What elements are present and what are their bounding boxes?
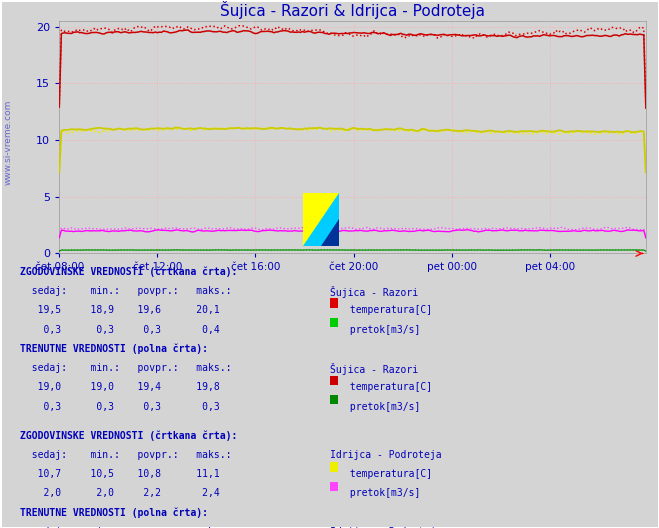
Text: Idrijca - Podroteja: Idrijca - Podroteja [330, 450, 441, 460]
Text: 2,0      2,0     2,2       2,4: 2,0 2,0 2,2 2,4 [20, 488, 219, 498]
Text: 0,3      0,3     0,3       0,4: 0,3 0,3 0,3 0,4 [20, 325, 219, 335]
Text: pretok[m3/s]: pretok[m3/s] [344, 488, 420, 498]
Text: TRENUTNE VREDNOSTI (polna črta):: TRENUTNE VREDNOSTI (polna črta): [20, 508, 208, 518]
Text: sedaj:    min.:   povpr.:   maks.:: sedaj: min.: povpr.: maks.: [20, 286, 231, 296]
Text: sedaj:    min.:   povpr.:   maks.:: sedaj: min.: povpr.: maks.: [20, 527, 231, 528]
Text: 19,5     18,9    19,6      20,1: 19,5 18,9 19,6 20,1 [20, 305, 219, 315]
Polygon shape [303, 193, 339, 246]
Text: temperatura[C]: temperatura[C] [344, 382, 432, 392]
Text: 0,3      0,3     0,3       0,3: 0,3 0,3 0,3 0,3 [20, 402, 219, 412]
Text: temperatura[C]: temperatura[C] [344, 305, 432, 315]
Text: temperatura[C]: temperatura[C] [344, 469, 432, 479]
Text: ZGODOVINSKE VREDNOSTI (črtkana črta):: ZGODOVINSKE VREDNOSTI (črtkana črta): [20, 267, 237, 277]
Polygon shape [322, 219, 339, 246]
Text: 10,7     10,5    10,8      11,1: 10,7 10,5 10,8 11,1 [20, 469, 219, 479]
Text: TRENUTNE VREDNOSTI (polna črta):: TRENUTNE VREDNOSTI (polna črta): [20, 344, 208, 354]
Text: sedaj:    min.:   povpr.:   maks.:: sedaj: min.: povpr.: maks.: [20, 450, 231, 460]
Text: pretok[m3/s]: pretok[m3/s] [344, 325, 420, 335]
Text: Šujica - Razori: Šujica - Razori [330, 286, 418, 298]
Text: Šujica - Razori: Šujica - Razori [330, 363, 418, 375]
Polygon shape [303, 193, 339, 246]
Text: 19,0     19,0    19,4      19,8: 19,0 19,0 19,4 19,8 [20, 382, 219, 392]
Text: ZGODOVINSKE VREDNOSTI (črtkana črta):: ZGODOVINSKE VREDNOSTI (črtkana črta): [20, 430, 237, 441]
Text: Idrijca - Podroteja: Idrijca - Podroteja [330, 527, 441, 528]
Text: pretok[m3/s]: pretok[m3/s] [344, 402, 420, 412]
Text: sedaj:    min.:   povpr.:   maks.:: sedaj: min.: povpr.: maks.: [20, 363, 231, 373]
Title: Šujica - Razori & Idrijca - Podroteja: Šujica - Razori & Idrijca - Podroteja [220, 1, 485, 18]
Text: www.si-vreme.com: www.si-vreme.com [3, 100, 13, 185]
